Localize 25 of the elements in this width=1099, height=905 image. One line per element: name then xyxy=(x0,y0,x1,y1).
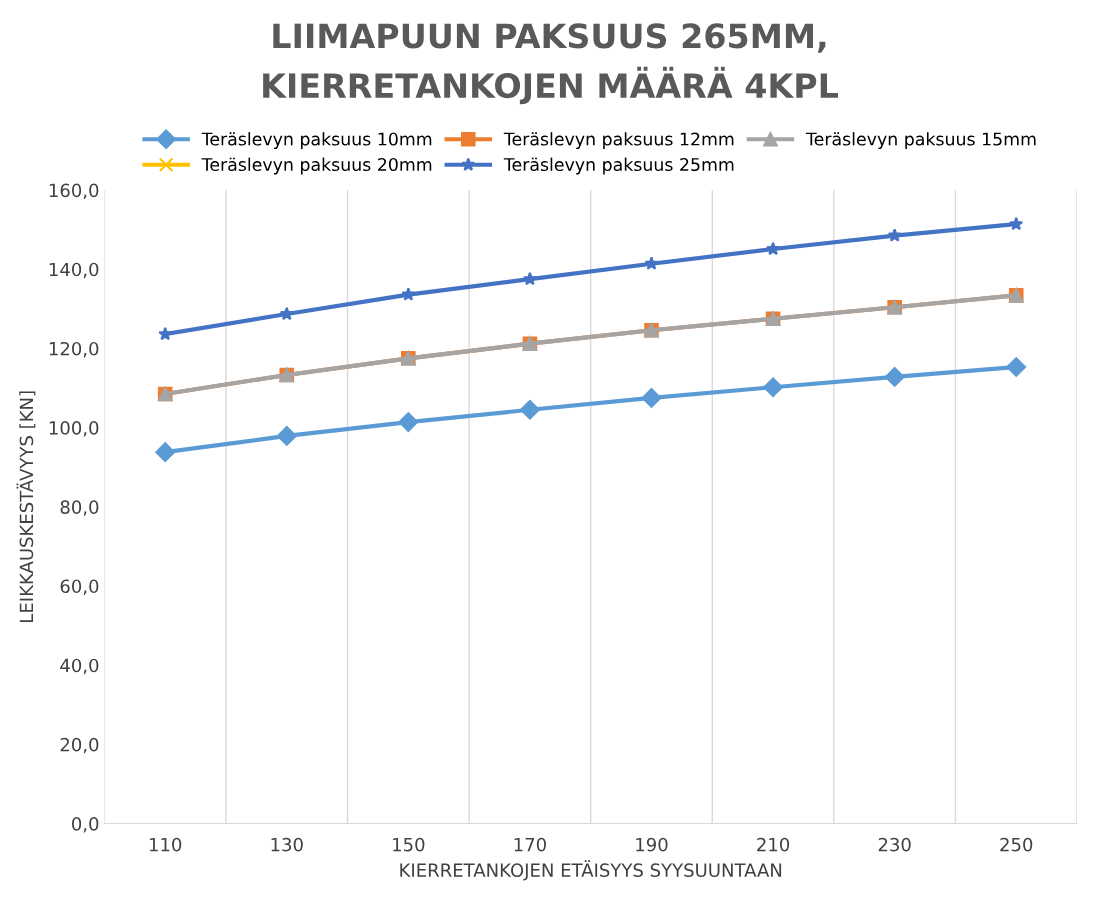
y-tick-label: 60,0 xyxy=(60,579,99,595)
x-tick-label: 230 xyxy=(878,837,911,852)
legend-label: Teräslevyn paksuus 15mm xyxy=(805,132,1036,149)
x-axis-title: KIERRETANKOJEN ETÄISYYS SYYSUUNTAAN xyxy=(400,860,782,881)
x-tick-label: 130 xyxy=(271,837,303,852)
legend-label: Teräslevyn paksuus 25mm xyxy=(503,157,734,175)
chart-title: LIIMAPUUN PAKSUUS 265MM, KIERRETANKOJEN MÄÄRÄ 4KPL xyxy=(263,23,839,105)
y-axis-title: LEIKKAUSKESTÄVYYS [KN] xyxy=(16,391,36,622)
legend-label: Teräslevyn paksuus 10mm xyxy=(201,132,432,149)
y-tick-label: 0,0 xyxy=(72,817,99,833)
y-tick-label: 40,0 xyxy=(60,658,99,675)
legend-label: Teräslevyn paksuus 20mm xyxy=(201,157,432,175)
y-tick-label: 140,0 xyxy=(49,262,99,279)
x-tick-label: 210 xyxy=(757,837,790,852)
y-tick-label: 20,0 xyxy=(60,737,99,754)
y-tick-label: 80,0 xyxy=(60,500,99,516)
y-tick-label: 160,0 xyxy=(49,183,99,200)
x-tick-label: 250 xyxy=(1000,837,1033,852)
x-tick-label: 170 xyxy=(514,837,546,852)
legend-label: Teräslevyn paksuus 12mm xyxy=(503,132,734,149)
x-tick-label: 110 xyxy=(149,837,182,852)
x-tick-label: 190 xyxy=(636,837,668,852)
x-tick-label: 150 xyxy=(393,837,425,852)
y-tick-label: 120,0 xyxy=(49,341,99,358)
y-tick-label: 100,0 xyxy=(49,421,99,437)
